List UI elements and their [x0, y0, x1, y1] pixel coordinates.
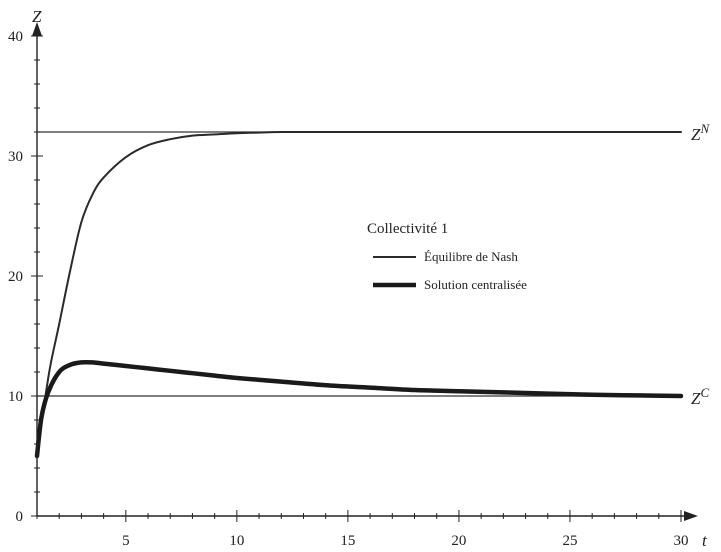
- y-tick-label: 10: [8, 389, 23, 405]
- y-axis-title: Z: [32, 7, 42, 26]
- y-tick-label: 40: [8, 29, 23, 45]
- reference-line-labels: ZN ZC: [691, 121, 710, 408]
- x-axis-title: t: [702, 531, 708, 550]
- series-line-nash: [36, 130, 682, 457]
- y-ticks: 0 10 20 30 40: [8, 29, 43, 525]
- x-ticks: 5 10 15 20 25 30: [36, 510, 689, 549]
- series-layer: [34, 130, 684, 459]
- x-tick-label: 5: [122, 533, 130, 549]
- y-tick-label: 30: [8, 149, 23, 165]
- y-tick-label: 20: [8, 269, 23, 285]
- x-tick-label: 30: [674, 533, 689, 549]
- legend-title: Collectivité 1: [367, 221, 448, 237]
- y-tick-label: 0: [16, 509, 24, 525]
- reference-label-n: ZN: [691, 121, 710, 144]
- x-axis-arrowhead: [684, 511, 698, 521]
- reference-label-c: ZC: [691, 385, 709, 408]
- legend-label-nash: Équilibre de Nash: [424, 249, 518, 264]
- x-tick-label: 25: [562, 533, 577, 549]
- x-tick-label: 15: [340, 533, 355, 549]
- legend-label-centralisee: Solution centralisée: [424, 277, 527, 292]
- legend: Collectivité 1 Équilibre de Nash Solutio…: [367, 221, 527, 292]
- y-axis-arrowhead: [32, 22, 42, 36]
- x-tick-label: 10: [229, 533, 244, 549]
- reference-lines: [37, 131, 681, 397]
- axes: 5 10 15 20 25 30 0 10 20 30 40: [8, 22, 698, 549]
- x-tick-label: 20: [451, 533, 466, 549]
- series-line-centralisee: [34, 359, 684, 459]
